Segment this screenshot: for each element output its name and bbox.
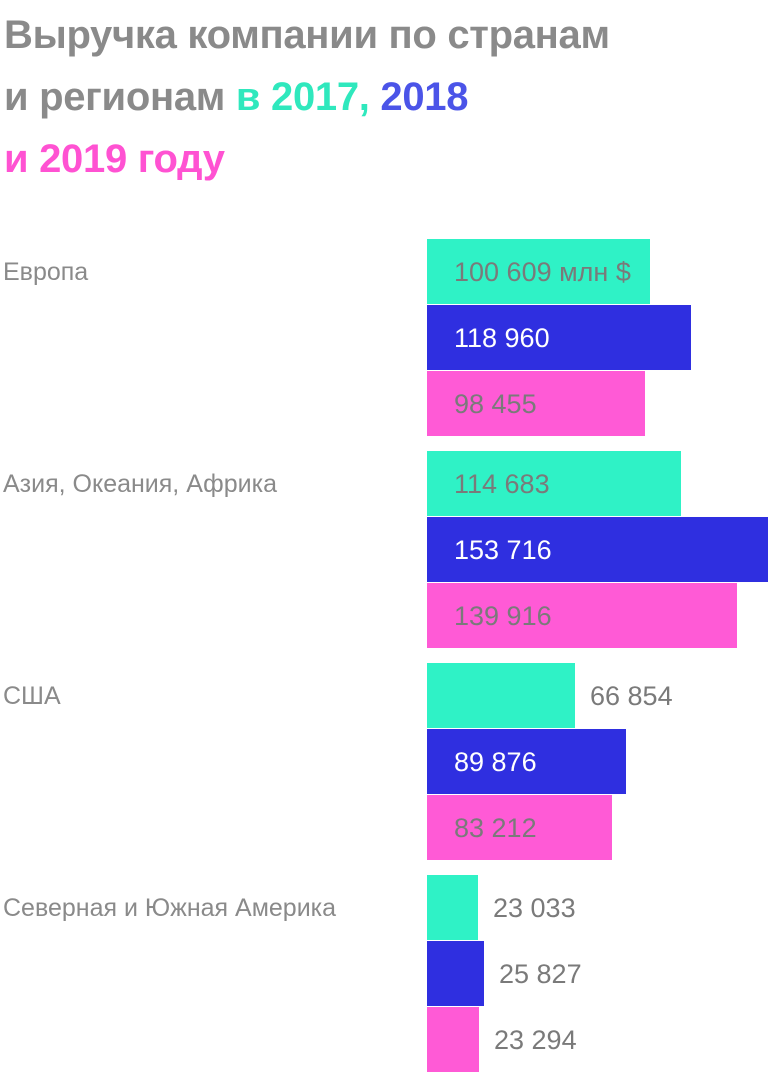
bar-2017-category-1: [427, 239, 650, 304]
bar-2018-category-4: [427, 941, 484, 1006]
bar-2018-category-2: [427, 517, 768, 582]
value-label-2019-category-3: 83 212: [454, 813, 537, 843]
category-label-1: Европа: [3, 258, 88, 286]
bar-2019-category-1: [427, 371, 645, 436]
bar-2017-category-4: [427, 875, 478, 940]
category-label-2: Азия, Океания, Африка: [3, 470, 277, 498]
title-year-2019: и 2019 году: [4, 137, 225, 181]
value-label-2017-category-1: 100 609 млн $: [454, 257, 631, 287]
title-line-2: и регионам: [4, 75, 236, 119]
title-year-2017: в 2017,: [235, 75, 370, 119]
value-label-2019-category-2: 139 916: [454, 601, 552, 631]
bar-2019-category-3: [427, 795, 612, 860]
value-label-2017-category-3: 66 854: [590, 681, 673, 711]
bar-2017-category-2: [427, 451, 681, 516]
bar-2017-category-3: [427, 663, 575, 728]
value-label-2018-category-1: 118 960: [454, 323, 550, 353]
category-label-4: Северная и Южная Америка: [3, 894, 336, 922]
value-label-2018-category-2: 153 716: [454, 535, 552, 565]
value-label-2017-category-2: 114 683: [454, 469, 550, 499]
title-line-1: Выручка компании по странам: [4, 13, 610, 57]
title-year-2018: 2018: [369, 75, 469, 119]
chart-title: Выручка компании по странам и регионам в…: [4, 4, 610, 190]
value-label-2019-category-1: 98 455: [454, 389, 537, 419]
bar-2019-category-4: [427, 1007, 479, 1072]
bar-2018-category-3: [427, 729, 626, 794]
value-label-2017-category-4: 23 033: [493, 893, 576, 923]
value-label-2019-category-4: 23 294: [494, 1025, 577, 1055]
value-label-2018-category-3: 89 876: [454, 747, 537, 777]
bar-2019-category-2: [427, 583, 737, 648]
category-label-3: США: [3, 682, 61, 710]
bar-2018-category-1: [427, 305, 691, 370]
value-label-2018-category-4: 25 827: [499, 959, 582, 989]
